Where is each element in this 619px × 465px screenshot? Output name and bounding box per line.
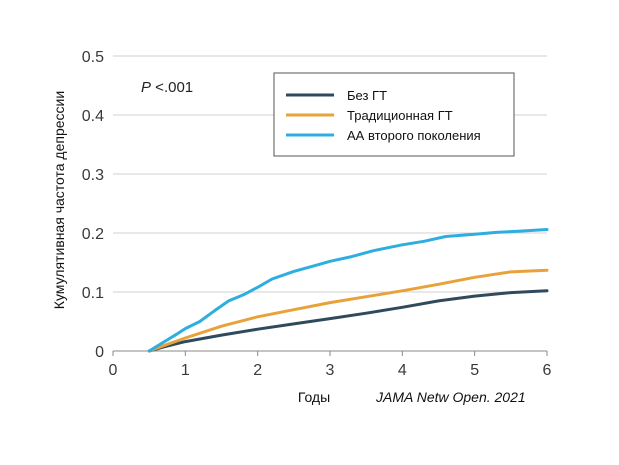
y-tick-label: 0.1 xyxy=(82,285,104,302)
x-tick-label: 5 xyxy=(470,362,479,379)
series-group xyxy=(147,228,549,353)
y-tick-label: 0.5 xyxy=(82,49,104,66)
y-tick-label: 0.3 xyxy=(82,167,104,184)
x-axis-title: Годы xyxy=(298,389,330,405)
series-line-1 xyxy=(147,289,549,353)
citation: JAMA Netw Open. 2021 xyxy=(375,389,526,405)
y-axis-title: Кумулятивная частота депрессии xyxy=(51,91,67,309)
x-tick-label: 2 xyxy=(253,362,262,379)
series-line-2 xyxy=(147,268,549,353)
legend: Без ГТ Традиционная ГТ АА второго поколени… xyxy=(273,72,515,157)
x-tick-label: 3 xyxy=(326,362,335,379)
legend-label-3: АА второго поколения xyxy=(347,128,481,143)
series-line-3 xyxy=(147,228,549,353)
p-value-annotation: P <.001 xyxy=(141,79,193,96)
legend-items: Без ГТ Традиционная ГТ АА второго поколени… xyxy=(286,88,481,143)
y-tick-label: 0.2 xyxy=(82,226,104,243)
p-value-italic: P xyxy=(141,79,151,96)
x-tick-label: 6 xyxy=(543,362,552,379)
x-tick-label: 1 xyxy=(181,362,190,379)
y-tick-label: 0.4 xyxy=(82,108,104,125)
p-value-text: <.001 xyxy=(151,79,193,96)
legend-label-2: Традиционная ГТ xyxy=(347,108,453,123)
x-tick-label: 4 xyxy=(398,362,407,379)
tick-labels: 0 0.1 0.2 0.3 0.4 0.5 0 1 2 3 4 5 6 xyxy=(82,49,552,379)
legend-label-1: Без ГТ xyxy=(347,88,387,103)
x-tick-label: 0 xyxy=(109,362,118,379)
y-tick-label: 0 xyxy=(95,344,104,361)
